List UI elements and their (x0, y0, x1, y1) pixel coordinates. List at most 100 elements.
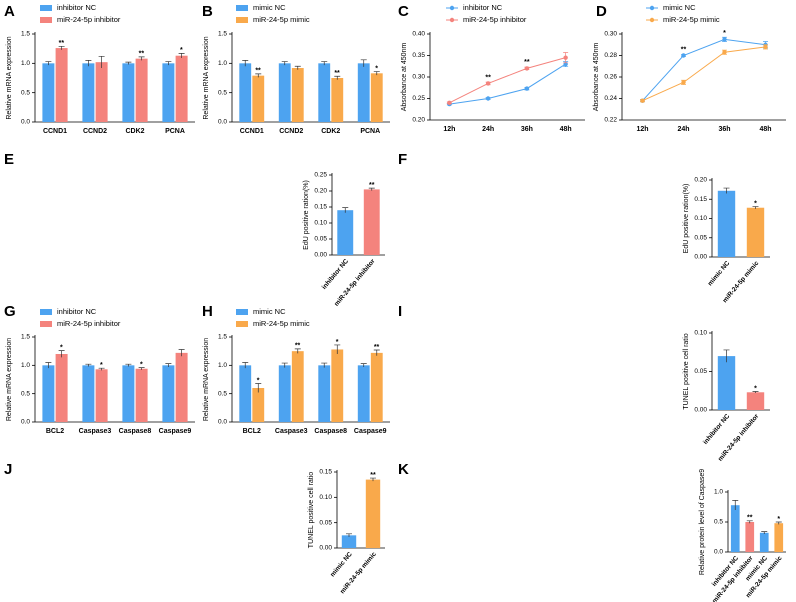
point (681, 53, 686, 58)
error-bar (58, 350, 65, 358)
error-bar (242, 362, 249, 369)
bar (42, 365, 55, 422)
y-tick-label: 0.5 (218, 390, 227, 397)
y-tick-label: 0.0 (218, 419, 227, 426)
bar (42, 63, 55, 122)
legend-label: inhibitor NC (57, 307, 97, 316)
significance: * (100, 362, 103, 369)
bar (357, 63, 370, 122)
significance: ** (681, 46, 687, 53)
bar (370, 73, 383, 122)
panel-letter: A (4, 3, 15, 20)
bar (95, 369, 108, 422)
significance: * (375, 65, 378, 72)
error-bar (98, 367, 105, 371)
x-tick-label: Caspase9 (354, 428, 387, 435)
x-tick-label: Caspase3 (275, 428, 308, 435)
point (563, 55, 568, 60)
y-tick-label: 0.30 (604, 31, 617, 38)
bar (331, 78, 344, 122)
legend-label: mimic NC (663, 3, 696, 12)
point (447, 100, 452, 106)
point (681, 80, 686, 85)
bar (175, 352, 188, 422)
significance: ** (747, 515, 753, 522)
error-bar (85, 363, 92, 367)
x-tick-label: BCL2 (46, 428, 64, 435)
bar (717, 356, 736, 410)
bar (95, 62, 108, 122)
error-bar (45, 61, 52, 66)
bar (82, 63, 95, 122)
x-tick-label: 12h (636, 126, 648, 133)
legend-marker (449, 5, 455, 11)
error-bar (321, 362, 328, 368)
significance: ** (255, 68, 261, 75)
bar (122, 63, 135, 122)
y-tick-label: 0.20 (314, 188, 327, 195)
error-bar (346, 533, 352, 537)
panel-letter: B (202, 3, 213, 20)
y-tick-label: 0.5 (21, 390, 30, 397)
y-axis-label: Absorbance at 450nm (401, 43, 408, 112)
error-bar (723, 187, 730, 194)
bar (278, 63, 291, 122)
panel-letter: C (398, 3, 409, 20)
bar (746, 392, 765, 410)
error-bar (165, 61, 172, 66)
error-bar (178, 349, 185, 357)
bar (175, 55, 188, 122)
y-tick-label: 1.0 (218, 60, 227, 67)
bar (55, 354, 68, 422)
error-bar (242, 60, 249, 67)
y-axis-label: EdU positive ration(%) (683, 184, 690, 254)
y-tick-label: 0.22 (604, 117, 617, 124)
point (722, 50, 727, 55)
x-tick-label: CCND2 (279, 128, 303, 135)
y-tick-label: 0.0 (714, 549, 723, 556)
bar (239, 365, 252, 422)
y-tick-label: 0.0 (218, 119, 227, 126)
line (449, 57, 566, 104)
y-tick-label: 0.15 (694, 196, 707, 203)
error-bar (342, 207, 349, 213)
error-bar (294, 65, 301, 70)
legend-label: miR-24-5p mimic (253, 319, 310, 328)
error-bar (85, 60, 92, 67)
error-bar (775, 521, 782, 525)
bar (363, 189, 380, 255)
error-bar (125, 363, 132, 367)
legend-label: inhibitor NC (57, 3, 97, 12)
legend-label: mimic NC (253, 307, 286, 316)
panel-letter: K (398, 461, 409, 478)
legend-label: miR-24-5p inhibitor (463, 15, 527, 24)
y-axis-label: TUNEL positive cell ratio (308, 472, 315, 548)
y-tick-label: 0.10 (694, 215, 707, 222)
point (722, 37, 727, 42)
panel-letter: I (398, 303, 402, 320)
error-bar (255, 383, 262, 393)
y-tick-label: 0.20 (694, 177, 707, 184)
bar (730, 505, 740, 552)
x-tick-label: 48h (759, 126, 771, 133)
bar (745, 522, 755, 552)
x-tick-label: Caspase8 (314, 428, 347, 435)
error-bar (281, 61, 288, 66)
point (485, 96, 491, 101)
x-tick-label: CCND2 (83, 128, 107, 135)
bar (135, 368, 148, 422)
bar (759, 532, 769, 552)
significance: * (180, 47, 183, 54)
bar (370, 352, 383, 422)
significance: * (754, 200, 757, 207)
bar (337, 210, 354, 255)
legend-swatch (40, 321, 52, 327)
legend-label: miR-24-5p inhibitor (57, 15, 121, 24)
legend-swatch (236, 321, 248, 327)
x-tick-label: CCND1 (43, 128, 67, 135)
x-tick-label: PCNA (165, 128, 185, 135)
y-tick-label: 0.40 (412, 31, 425, 38)
significance: ** (374, 344, 380, 351)
error-bar (360, 363, 367, 368)
error-bar (165, 363, 172, 368)
